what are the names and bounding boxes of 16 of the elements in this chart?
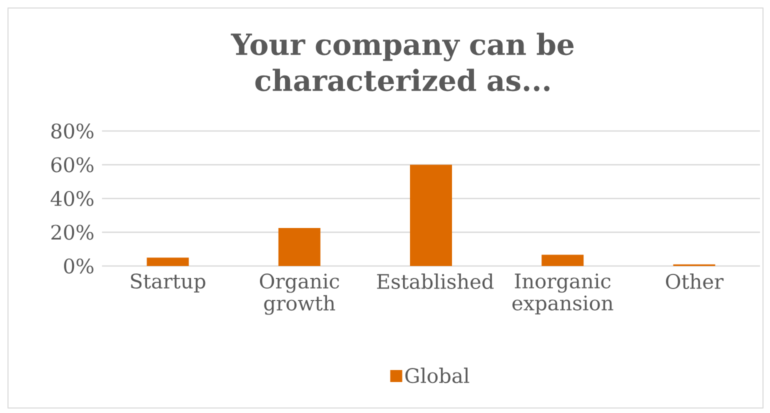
chart-title: Your company can be characterized as... <box>230 32 574 92</box>
legend-label: Global <box>405 368 470 384</box>
bar <box>410 164 452 266</box>
y-tick-label: 40% <box>50 190 94 206</box>
bar <box>146 258 189 266</box>
y-tick-label: 80% <box>51 123 94 139</box>
x-tick-label: Inorganic expansion <box>512 274 614 314</box>
x-tick-label: Organic growth <box>260 274 340 315</box>
bar <box>278 228 320 266</box>
y-tick-label: 60% <box>51 157 94 172</box>
y-tick-label: 0% <box>64 258 94 274</box>
y-tick-label: 20% <box>51 224 94 240</box>
bar <box>542 254 584 266</box>
x-tick-label: Other <box>666 274 724 290</box>
x-tick-label: Startup <box>131 274 206 293</box>
x-tick-label: Established <box>377 274 494 290</box>
